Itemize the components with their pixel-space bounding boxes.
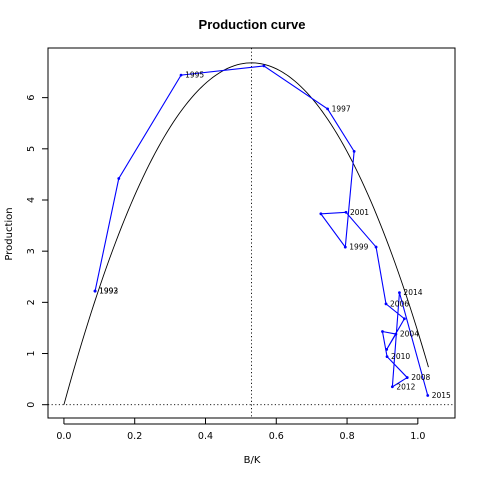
point-label: 2001 (350, 208, 369, 217)
y-tick-label: 2 (26, 299, 37, 305)
point-label: 2004 (400, 330, 419, 339)
point-label: 1992 (99, 287, 118, 296)
point-label: 1993 (99, 287, 118, 296)
x-axis: 0.0 0.2 0.4 0.6 0.8 1.0 (56, 418, 425, 442)
y-axis: 0 1 2 3 4 5 6 (26, 95, 48, 408)
point-label: 2008 (411, 373, 430, 382)
x-tick-label: 1.0 (410, 431, 425, 442)
data-point (93, 289, 97, 293)
x-tick-label: 0.0 (56, 431, 71, 442)
y-tick-label: 3 (26, 248, 37, 254)
data-point (343, 245, 347, 249)
y-tick-label: 5 (26, 146, 37, 152)
data-point (385, 348, 389, 351)
data-point (262, 64, 266, 68)
y-axis-label: Production (4, 207, 15, 260)
data-point (402, 317, 406, 321)
data-point (117, 177, 121, 180)
data-point (352, 149, 356, 153)
point-label: 2010 (391, 352, 410, 361)
series-line (94, 65, 429, 396)
x-axis-label: B/K (244, 455, 261, 466)
y-tick-label: 6 (26, 95, 37, 101)
fitted-curve-layer (63, 62, 429, 405)
data-point (344, 210, 348, 214)
y-tick-label: 4 (26, 197, 37, 203)
data-point (179, 73, 183, 77)
point-label: 2015 (432, 391, 451, 400)
data-point (374, 245, 378, 249)
fitted-curve (63, 62, 429, 405)
x-tick-label: 0.6 (269, 431, 284, 442)
point-label: 1997 (332, 104, 351, 113)
data-point (405, 376, 409, 379)
point-label: 1999 (349, 243, 368, 252)
data-point (390, 385, 394, 389)
point-label: 2006 (390, 299, 409, 308)
data-point (394, 332, 398, 336)
data-point (426, 394, 430, 397)
x-tick-label: 0.4 (198, 431, 213, 442)
x-tick-label: 0.2 (127, 431, 142, 442)
data-point (381, 330, 384, 333)
chart-title: Production curve (199, 17, 306, 32)
x-tick-label: 0.8 (340, 431, 355, 442)
y-tick-label: 0 (26, 402, 37, 408)
data-point (385, 355, 389, 358)
y-tick-label: 1 (26, 350, 37, 356)
data-point (384, 302, 388, 306)
data-point (319, 212, 323, 216)
data-point (326, 107, 329, 111)
reference-lines-layer (48, 48, 455, 418)
point-label: 2014 (403, 288, 422, 297)
point-label: 1995 (185, 71, 204, 80)
data-point (398, 291, 401, 295)
point-label: 2012 (396, 382, 415, 391)
